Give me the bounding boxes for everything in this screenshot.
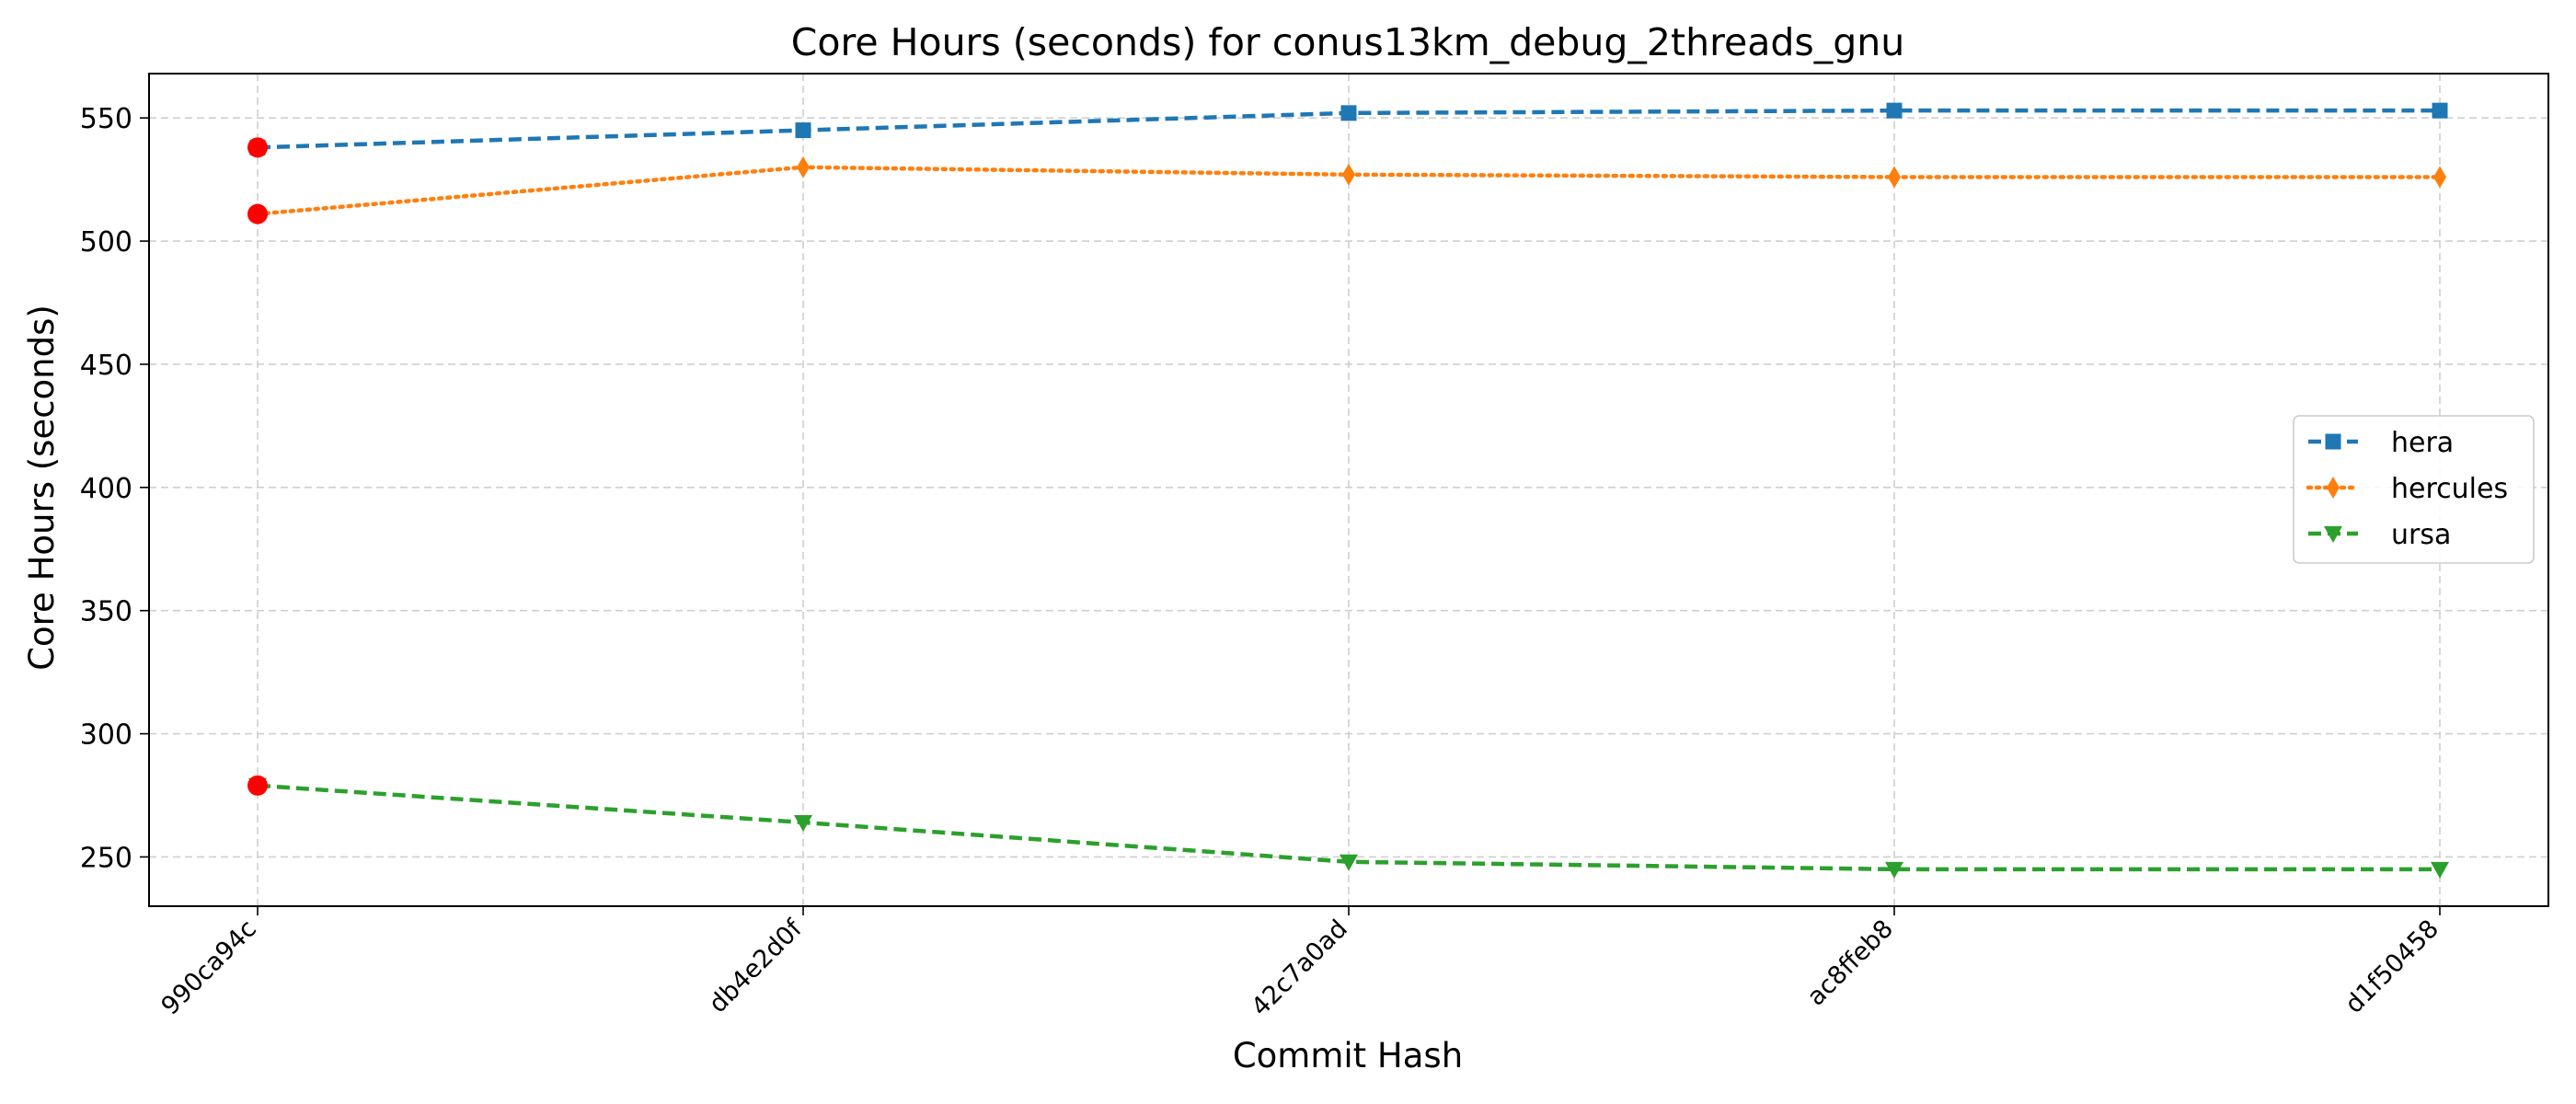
legend: hera hercules ursa <box>2293 415 2535 564</box>
data-point-hercules <box>1342 163 1355 186</box>
legend-item-ursa: ursa <box>2308 519 2451 551</box>
y-tick-label: 550 <box>80 103 132 135</box>
data-point-ursa <box>2431 861 2449 879</box>
y-tick-label: 450 <box>80 350 132 382</box>
series-hercules <box>251 155 2446 225</box>
x-tick-label: db4e2d0f <box>704 914 809 1018</box>
data-point-hercules <box>797 155 810 178</box>
data-point-ursa <box>1885 861 1903 879</box>
highlight-layer <box>247 137 268 796</box>
data-point-hercules <box>2433 166 2446 189</box>
data-point-hera <box>2432 102 2448 119</box>
legend-marker <box>2327 477 2340 499</box>
x-tick-label: ac8ffeb8 <box>1802 914 1899 1011</box>
chart-title: Core Hours (seconds) for conus13km_debug… <box>791 20 1905 64</box>
data-point-hera <box>795 122 811 139</box>
data-point-hera <box>1340 105 1357 121</box>
y-tick-label: 250 <box>80 842 132 874</box>
legend-item-hercules: hercules <box>2306 473 2508 505</box>
data-point-hercules <box>1888 166 1901 189</box>
data-point-ursa <box>1340 854 1358 871</box>
y-tick-label: 500 <box>80 226 132 259</box>
data-point-ursa <box>794 814 812 832</box>
x-tick-label: 42c7a0ad <box>1246 914 1353 1022</box>
y-tick-label: 300 <box>80 719 132 752</box>
legend-box <box>2293 415 2535 564</box>
x-axis-label: Commit Hash <box>1233 1036 1463 1075</box>
y-tick-label: 350 <box>80 596 132 628</box>
legend-label: hera <box>2391 427 2454 459</box>
highlight-point-hercules <box>247 203 268 224</box>
highlight-point-hera <box>247 137 268 158</box>
y-tick-label: 400 <box>80 473 132 505</box>
legend-label: ursa <box>2391 519 2451 551</box>
x-tick-label: 990ca94c <box>156 914 262 1020</box>
grid <box>149 74 2548 906</box>
legend-marker <box>2324 526 2342 543</box>
y-axis-label: Core Hours (seconds) <box>22 305 62 671</box>
highlight-point-ursa <box>247 775 268 796</box>
x-tick-label: d1f50458 <box>2340 914 2444 1019</box>
legend-label: hercules <box>2391 473 2508 505</box>
data-point-hera <box>1886 102 1903 119</box>
legend-marker <box>2325 433 2341 450</box>
legend-item-hera: hera <box>2308 427 2454 459</box>
